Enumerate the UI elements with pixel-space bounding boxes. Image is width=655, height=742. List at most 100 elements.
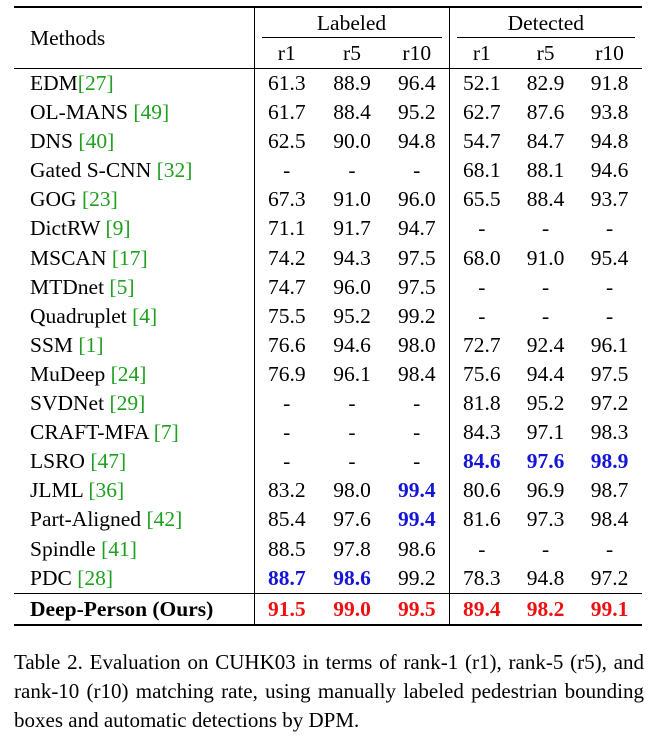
citation-link[interactable]: 36: [95, 478, 118, 503]
citation-link[interactable]: 23: [89, 187, 111, 212]
table-cell: 81.6: [449, 505, 514, 534]
table-cell: 98.6: [385, 534, 450, 564]
method-cell: Quadruplet [4]: [14, 301, 255, 331]
cell-value: 95.2: [526, 391, 565, 416]
table-cell: 75.5: [254, 302, 319, 331]
table-cell: 88.9: [319, 68, 385, 99]
table-cell: 97.8: [319, 535, 385, 564]
table-cell: 98.4: [577, 505, 642, 534]
table-row: EDM[27] 61.3 88.9 96.4 52.1 82.9 91.8: [14, 68, 643, 99]
table-cell: 97.5: [577, 360, 642, 389]
cell-value: 68.0: [462, 245, 501, 270]
table-cell: -: [514, 302, 577, 331]
citation-link[interactable]: 29: [116, 391, 139, 416]
cell-value: 94.8: [397, 129, 436, 154]
citation-link[interactable]: 1: [85, 332, 97, 357]
cell-value: 96.0: [397, 187, 436, 212]
cell-value: -: [283, 391, 291, 416]
table-cell: 99.4: [385, 476, 450, 506]
detected-group-header: Detected: [449, 6, 643, 38]
citation-link[interactable]: 40: [85, 129, 108, 154]
cell-value: 99.2: [397, 565, 436, 590]
citation-link[interactable]: 32: [163, 158, 186, 183]
table-cell: 91.0: [514, 244, 577, 273]
table-row: LSRO [47] - - - 84.6 97.6 98.9: [14, 447, 642, 477]
citation-link[interactable]: 42: [153, 507, 176, 532]
table-row: Part-Aligned [42] 85.4 97.6 99.4 81.6 97.3 98.…: [14, 505, 642, 535]
table-cell: 52.1: [449, 68, 515, 99]
table-cell: -: [514, 273, 577, 302]
citation-link[interactable]: 17: [119, 245, 141, 270]
cell-value: 80.6: [462, 478, 501, 503]
method-name: Part-Aligned: [30, 507, 142, 532]
cell-value: 91.0: [526, 245, 565, 270]
cell-value: 99.4: [397, 478, 436, 503]
cell-value: 68.1: [462, 158, 501, 183]
citation-link[interactable]: 4: [139, 303, 151, 328]
method-cell: DNS [40]: [14, 127, 255, 157]
table-cell: 94.6: [319, 331, 385, 360]
citation-link[interactable]: 28: [84, 565, 106, 590]
cell-value: -: [283, 420, 291, 445]
table-cell: 84.6: [449, 447, 514, 476]
method-name: GOG: [30, 187, 77, 212]
table-cell: 95.2: [385, 98, 450, 128]
method-cell: EDM[27]: [14, 68, 255, 99]
rank-header: r5: [536, 41, 555, 65]
cell-value: 97.5: [397, 274, 436, 299]
table-cell: 98.7: [577, 476, 642, 505]
labeled-group-label: Labeled: [316, 11, 387, 35]
table-cell: 87.6: [514, 98, 577, 127]
table-cell: 96.0: [385, 185, 450, 215]
citation-link[interactable]: 27: [84, 71, 107, 95]
citation-link[interactable]: 49: [140, 100, 163, 125]
cell-value: 98.7: [590, 478, 629, 503]
table-cell: 54.7: [449, 127, 514, 156]
table-cell: 94.4: [514, 360, 577, 389]
method-name: PDC: [30, 565, 72, 590]
method-cell: SSM [1]: [14, 330, 255, 360]
cell-value: 61.7: [267, 100, 306, 125]
cell-value: 96.9: [526, 478, 565, 503]
method-cell: Gated S-CNN [32]: [14, 156, 255, 186]
method-name: DNS: [30, 129, 74, 154]
citation-link[interactable]: 7: [160, 420, 172, 445]
table-cell: 75.6: [449, 360, 514, 389]
table-cell: 96.1: [319, 360, 385, 389]
table-cell: -: [577, 273, 642, 302]
method-cell: MuDeep [24]: [14, 359, 255, 390]
table-row: MSCAN [17] 74.2 94.3 97.5 68.0 91.0 95.4: [14, 243, 642, 273]
citation-link[interactable]: 47: [97, 449, 120, 474]
table-cell: 94.7: [385, 214, 450, 244]
citation-link[interactable]: 24: [117, 361, 140, 386]
cell-value: 72.7: [462, 332, 501, 357]
table-cell: 95.2: [319, 302, 385, 331]
detected-group-label: Detected: [507, 11, 584, 35]
cell-value: -: [283, 158, 291, 183]
table-cell: -: [449, 273, 514, 302]
method-name: SVDNet: [30, 391, 105, 416]
method-name: MSCAN: [30, 245, 107, 270]
methods-header: Methods: [14, 6, 255, 69]
table-cell: 96.4: [385, 68, 450, 99]
table-cell: 74.7: [254, 273, 319, 302]
citation-link[interactable]: 41: [108, 536, 130, 561]
table-cell: 76.6: [254, 331, 319, 360]
cell-value: 99.1: [590, 596, 629, 621]
table-row: MTDnet [5] 74.7 96.0 97.5 - - -: [14, 272, 642, 302]
table-cell: 67.3: [254, 185, 319, 214]
cell-value: 95.2: [333, 303, 371, 328]
citation-link[interactable]: 5: [116, 274, 128, 299]
cell-value: 75.5: [267, 303, 306, 328]
table-row: SSM [1] 76.6 94.6 98.0 72.7 92.4 96.1: [14, 330, 642, 360]
cell-value: 98.2: [526, 596, 565, 621]
citation-link[interactable]: 9: [112, 216, 124, 241]
table-row: JLML [36] 83.2 98.0 99.4 80.6 96.9 98.7: [14, 476, 642, 506]
rank-header: r1: [472, 41, 491, 65]
table-cell: 98.4: [385, 359, 450, 390]
method-name: MuDeep: [30, 361, 106, 386]
cell-value: -: [541, 536, 550, 561]
table-cell: 93.7: [577, 185, 642, 214]
results-table: Methods Labeled Detected r1 r5 r10 r1 r5…: [14, 6, 643, 626]
table-cell: 62.5: [254, 127, 319, 156]
